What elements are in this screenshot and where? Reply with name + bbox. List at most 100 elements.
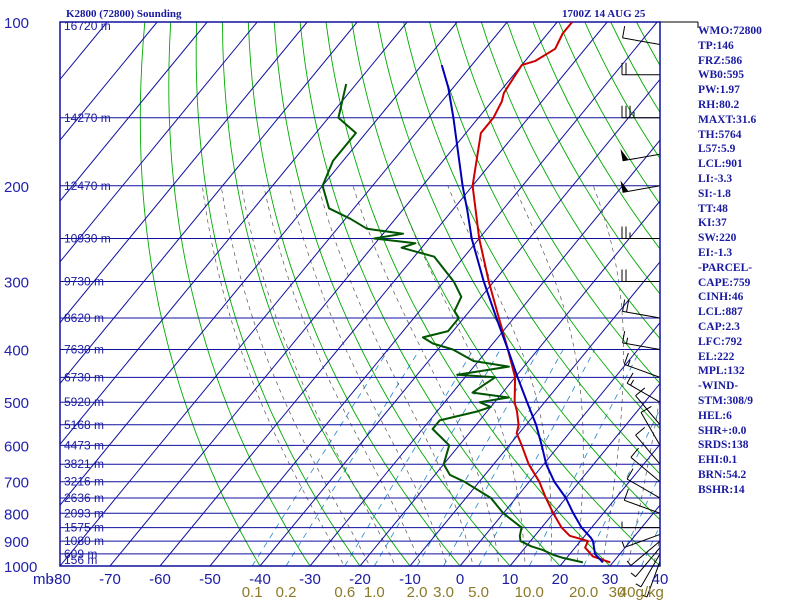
height-label: 2093 m	[64, 506, 104, 520]
wind-barb	[621, 105, 660, 119]
height-label: 3216 m	[64, 475, 104, 489]
wind-barb	[626, 540, 661, 566]
dry-adiabat	[195, 22, 361, 566]
isobars	[60, 21, 660, 567]
isotherm	[60, 22, 208, 202]
isotherms	[60, 22, 660, 566]
wind-barb	[630, 447, 661, 483]
index-item: L57:5.9	[698, 143, 736, 156]
mixing-ratio-line	[344, 349, 474, 566]
isotherm	[509, 382, 660, 566]
height-label: 3821 m	[64, 457, 104, 471]
mixing-ratio-line	[528, 349, 641, 566]
pressure-tick-label: 100	[4, 15, 29, 32]
dry-adiabat	[222, 22, 411, 566]
height-label: 5920 m	[64, 395, 104, 409]
wind-barb	[623, 352, 661, 378]
mixing-ratio-label: 0.2	[276, 584, 297, 600]
background-lines	[60, 22, 660, 566]
station-title: K2800 (72800) Sounding	[66, 8, 182, 20]
index-item: SHR+:0.0	[698, 424, 747, 437]
index-item: LCL:901	[698, 158, 743, 171]
index-item: LFC:792	[698, 335, 743, 348]
temperature-tick-label: -70	[99, 571, 121, 588]
wind-barb	[635, 427, 661, 465]
index-item: MPL:132	[698, 365, 745, 378]
index-item: CINH:46	[698, 291, 744, 304]
mixing-ratio-label: 1.0	[364, 584, 385, 600]
moist-adiabat	[241, 185, 396, 566]
mixing-ratio-lines	[251, 349, 660, 566]
isotherm	[309, 139, 660, 566]
wind-barb	[621, 533, 661, 548]
isotherm	[259, 78, 660, 566]
isotherm	[60, 22, 508, 566]
dry-adiabat	[532, 22, 660, 250]
dry-adiabat	[168, 22, 311, 566]
temperature-tick-label: -20	[349, 571, 371, 588]
dry-adiabat	[325, 22, 611, 566]
pressure-tick-label: 500	[4, 395, 29, 412]
dry-adiabat	[480, 22, 660, 340]
index-item: EI:-1.3	[698, 246, 733, 259]
pressure-tick-label: 1000	[4, 559, 37, 576]
index-item: HEL:6	[698, 409, 732, 422]
isotherm	[60, 22, 158, 141]
isotherm	[109, 22, 558, 566]
height-label: 2636 m	[64, 491, 104, 505]
temperature-tick-label: -50	[199, 571, 221, 588]
pressure-tick-label: 600	[4, 438, 29, 455]
index-item: SI:-1.8	[698, 187, 731, 200]
isotherm	[60, 22, 258, 263]
mixing-ratio-line	[285, 349, 420, 566]
mixing-ratio-line	[416, 349, 540, 566]
wind-barb	[621, 521, 660, 529]
plot-frame	[59, 21, 661, 567]
wind-barb	[622, 331, 661, 351]
wind-barb	[641, 561, 661, 598]
height-label: 9730 m	[64, 275, 104, 289]
dewpoint-profile	[321, 83, 584, 564]
isotherm	[359, 200, 660, 566]
height-label: 8620 m	[64, 311, 104, 325]
mixing-ratio-label: 0.6	[334, 584, 355, 600]
moist-adiabat	[592, 185, 624, 566]
temperature-tick-label: -10	[399, 571, 421, 588]
height-label: 4473 m	[64, 438, 104, 452]
dry-adiabat	[273, 22, 511, 566]
moist-adiabat	[317, 185, 474, 566]
index-item: MAXT:31.6	[698, 113, 757, 126]
index-item: -WIND-	[698, 380, 739, 393]
wind-barb	[621, 269, 660, 283]
index-item: EHI:0.1	[698, 454, 738, 467]
pressure-tick-label: 700	[4, 475, 29, 492]
moist-adiabat	[394, 185, 526, 566]
moist-adiabat	[352, 185, 500, 566]
index-item: EL:222	[698, 350, 735, 363]
height-label: 1080 m	[64, 534, 104, 548]
index-item: BSHR:14	[698, 483, 745, 496]
wind-barb	[623, 488, 661, 514]
isotherm	[60, 22, 408, 446]
wind-barb	[622, 299, 661, 319]
isotherm	[60, 22, 308, 324]
index-item: -PARCEL-	[698, 261, 753, 274]
index-item: LCL:887	[698, 306, 743, 319]
moist-adiabat	[627, 394, 660, 566]
pressure-tick-label: 900	[4, 534, 29, 551]
index-item: BRN:54.2	[698, 468, 747, 481]
wind-barb	[626, 468, 661, 499]
temperature-tick-label: 0	[456, 571, 464, 588]
pressure-tick-label: 800	[4, 506, 29, 523]
valid-time: 1700Z 14 AUG 25	[562, 8, 646, 20]
mixing-ratio-label: 5.0	[468, 584, 489, 600]
mixing-ratio-label: 2.0	[407, 584, 428, 600]
wind-barb	[640, 405, 661, 446]
isotherm	[60, 22, 358, 385]
isotherm	[409, 261, 660, 566]
mixing-ratio-line	[251, 349, 389, 566]
index-item: TH:5764	[698, 128, 742, 141]
height-label: 10930 m	[64, 231, 111, 245]
index-item: RH:80.2	[698, 98, 740, 111]
height-label: 6730 m	[64, 370, 104, 384]
